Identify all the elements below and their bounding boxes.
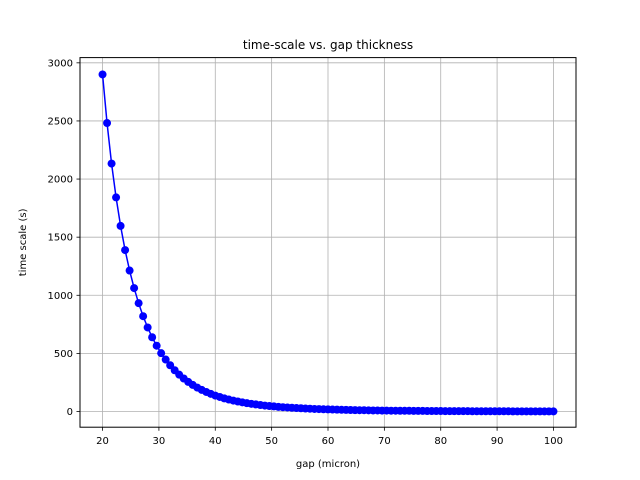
data-point	[549, 407, 558, 416]
y-tick-label: 500	[54, 349, 73, 360]
y-tick-label: 3000	[48, 58, 73, 69]
x-tick-label: 80	[434, 436, 447, 447]
data-point	[98, 70, 107, 79]
y-axis-label: time scale (s)	[18, 208, 29, 276]
data-point	[130, 284, 139, 293]
data-point	[152, 341, 161, 350]
x-tick-label: 20	[96, 436, 109, 447]
data-point	[112, 193, 121, 202]
data-point	[139, 312, 148, 321]
data-point	[116, 221, 125, 230]
x-tick-label: 30	[153, 436, 166, 447]
data-point	[121, 246, 130, 255]
x-tick-label: 70	[378, 436, 391, 447]
data-point	[103, 119, 112, 128]
data-point	[125, 266, 134, 275]
tick-group: 20 30 40 50 60 70 80 90 100050010001500200025003…	[48, 58, 563, 447]
y-tick-label: 0	[67, 407, 73, 418]
data-point	[143, 323, 152, 332]
x-tick-label: 100	[544, 436, 563, 447]
data-point	[148, 333, 157, 342]
data-point	[107, 159, 116, 168]
chart-title: time-scale vs. gap thickness	[243, 38, 413, 52]
x-tick-label: 40	[209, 436, 222, 447]
y-tick-label: 1500	[48, 233, 73, 244]
y-tick-label: 2000	[48, 175, 73, 186]
x-tick-label: 50	[265, 436, 278, 447]
x-axis-label: gap (micron)	[296, 459, 360, 470]
y-tick-label: 2500	[48, 116, 73, 127]
data-point	[157, 349, 166, 358]
series-group	[98, 70, 558, 416]
data-point	[134, 299, 143, 308]
x-tick-label: 60	[322, 436, 335, 447]
data-point	[161, 355, 170, 364]
x-tick-label: 90	[491, 436, 504, 447]
y-tick-label: 1000	[48, 291, 73, 302]
